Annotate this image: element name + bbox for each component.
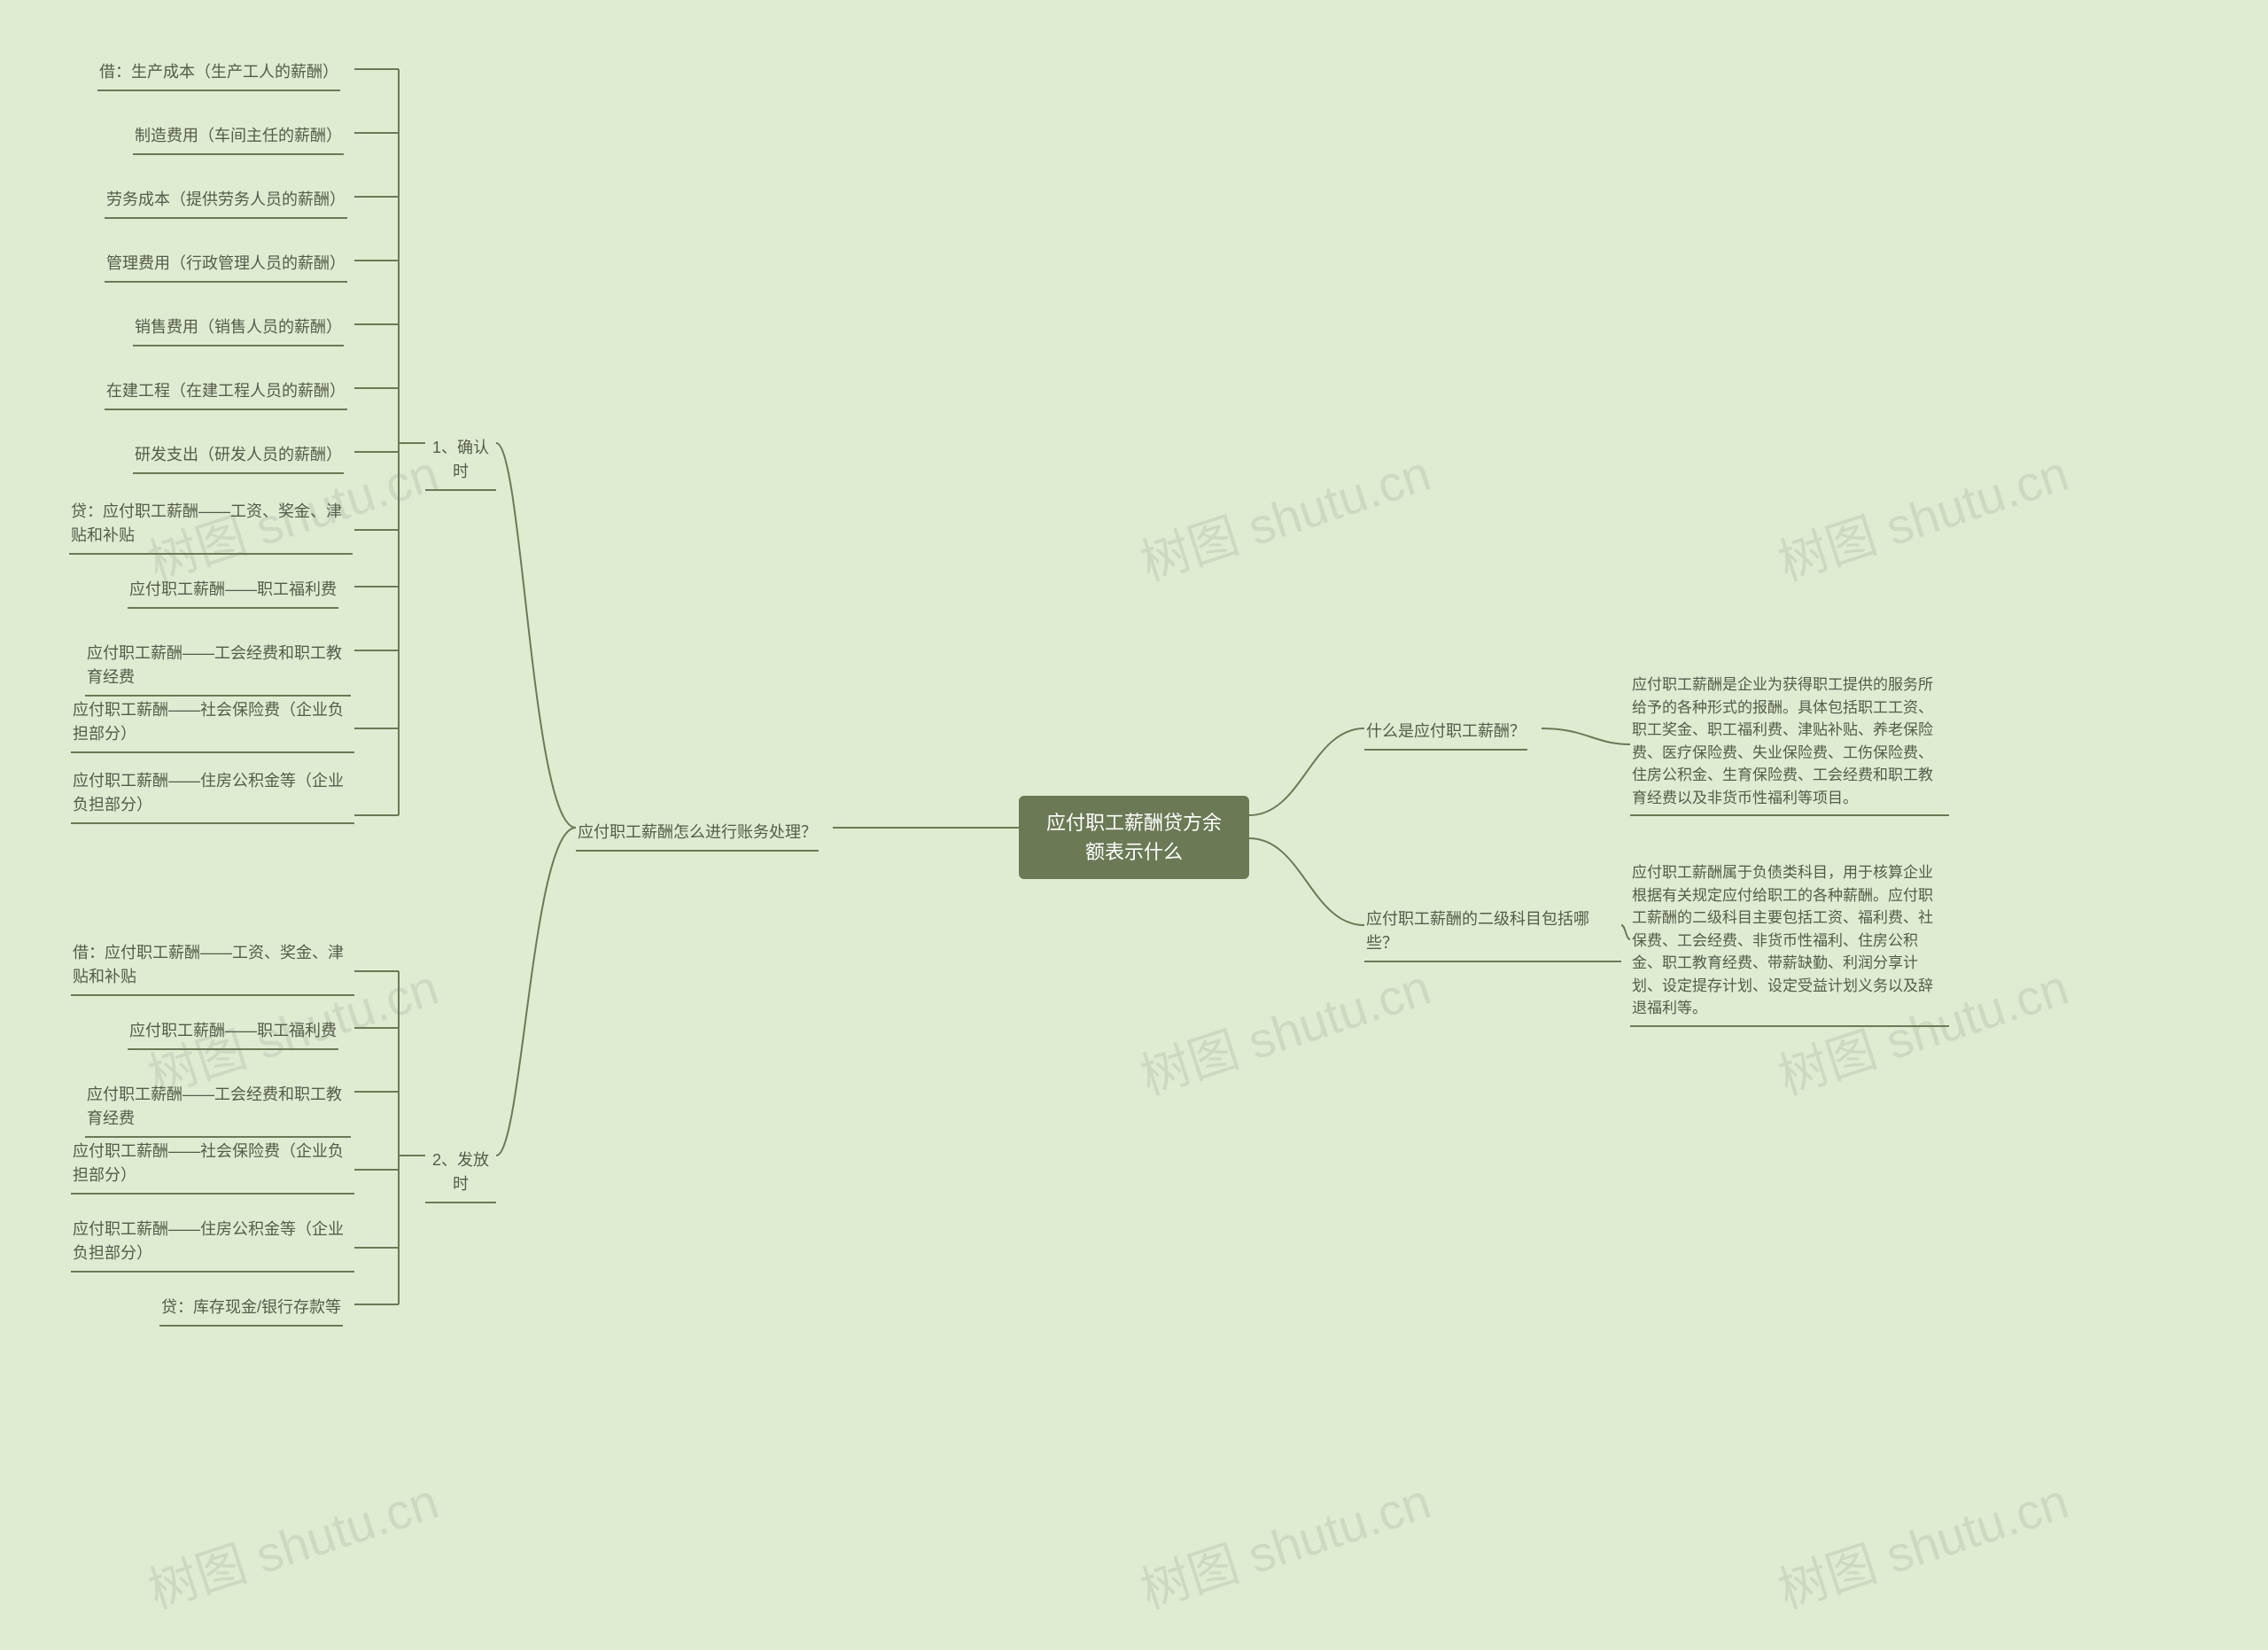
leaf-payout-5[interactable]: 贷：库存现金/银行存款等: [159, 1290, 343, 1327]
watermark: 树图 shutu.cn: [1130, 1462, 1439, 1623]
desc-definition: 应付职工薪酬是企业为获得职工提供的服务所给予的各种形式的报酬。具体包括职工工资、…: [1630, 668, 1949, 816]
watermark: 树图 shutu.cn: [1130, 948, 1439, 1109]
leaf-confirm-1[interactable]: 制造费用（车间主任的薪酬）: [133, 119, 344, 155]
leaf-confirm-0[interactable]: 借：生产成本（生产工人的薪酬）: [97, 55, 340, 91]
leaf-confirm-4[interactable]: 销售费用（销售人员的薪酬）: [133, 310, 344, 346]
leaf-confirm-7[interactable]: 贷：应付职工薪酬——工资、奖金、津贴和补贴: [69, 494, 353, 555]
sub-payout[interactable]: 2、发放时: [425, 1143, 496, 1203]
leaf-payout-4[interactable]: 应付职工薪酬——住房公积金等（企业负担部分）: [71, 1212, 354, 1273]
branch-definition[interactable]: 什么是应付职工薪酬？: [1364, 714, 1527, 751]
leaf-payout-2[interactable]: 应付职工薪酬——工会经费和职工教育经费: [85, 1078, 351, 1138]
leaf-confirm-5[interactable]: 在建工程（在建工程人员的薪酬）: [105, 374, 347, 410]
leaf-confirm-11[interactable]: 应付职工薪酬——住房公积金等（企业负担部分）: [71, 764, 354, 824]
desc-subaccounts: 应付职工薪酬属于负债类科目，用于核算企业根据有关规定应付给职工的各种薪酬。应付职…: [1630, 856, 1949, 1027]
leaf-confirm-3[interactable]: 管理费用（行政管理人员的薪酬）: [105, 246, 347, 283]
watermark: 树图 shutu.cn: [1130, 434, 1439, 595]
leaf-payout-3[interactable]: 应付职工薪酬——社会保险费（企业负担部分）: [71, 1134, 354, 1195]
leaf-confirm-8[interactable]: 应付职工薪酬——职工福利费: [128, 572, 338, 609]
leaf-confirm-9[interactable]: 应付职工薪酬——工会经费和职工教育经费: [85, 636, 351, 697]
watermark: 树图 shutu.cn: [138, 1462, 447, 1623]
watermark: 树图 shutu.cn: [1768, 434, 2077, 595]
branch-subaccounts[interactable]: 应付职工薪酬的二级科目包括哪些？: [1364, 902, 1621, 962]
branch-accounting[interactable]: 应付职工薪酬怎么进行账务处理？: [576, 815, 819, 852]
leaf-confirm-10[interactable]: 应付职工薪酬——社会保险费（企业负担部分）: [71, 693, 354, 753]
mindmap-root[interactable]: 应付职工薪酬贷方余额表示什么: [1019, 796, 1249, 879]
sub-confirm[interactable]: 1、确认时: [425, 431, 496, 491]
watermark: 树图 shutu.cn: [1768, 1462, 2077, 1623]
leaf-payout-0[interactable]: 借：应付职工薪酬——工资、奖金、津贴和补贴: [71, 936, 354, 996]
leaf-payout-1[interactable]: 应付职工薪酬——职工福利费: [128, 1014, 338, 1050]
leaf-confirm-6[interactable]: 研发支出（研发人员的薪酬）: [133, 438, 344, 474]
leaf-confirm-2[interactable]: 劳务成本（提供劳务人员的薪酬）: [105, 183, 347, 219]
